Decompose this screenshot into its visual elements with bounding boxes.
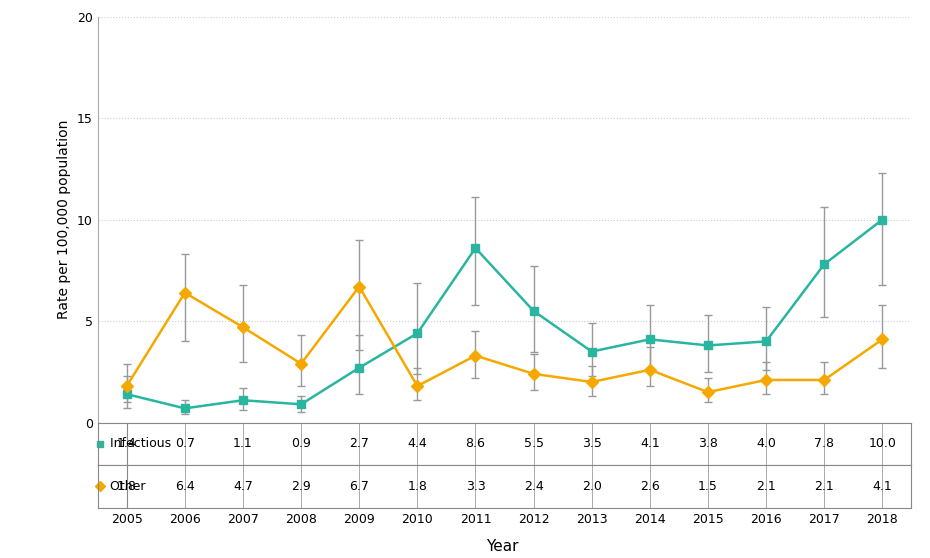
Text: 4.7: 4.7 [233, 480, 253, 493]
Text: 1.5: 1.5 [698, 480, 718, 493]
Text: 3.5: 3.5 [582, 437, 602, 450]
Text: Infectious: Infectious [101, 437, 171, 450]
Text: 2.1: 2.1 [815, 480, 834, 493]
Text: 3.8: 3.8 [698, 437, 718, 450]
Text: 1.8: 1.8 [117, 480, 137, 493]
Text: Other: Other [101, 480, 145, 493]
Text: 1.8: 1.8 [407, 480, 427, 493]
Text: 6.7: 6.7 [350, 480, 369, 493]
Text: 0.9: 0.9 [291, 437, 311, 450]
Text: Year: Year [486, 540, 518, 554]
Text: 2.4: 2.4 [524, 480, 543, 493]
Text: 2.7: 2.7 [350, 437, 369, 450]
Text: 5.5: 5.5 [524, 437, 544, 450]
Text: 2.1: 2.1 [756, 480, 776, 493]
Text: 4.1: 4.1 [872, 480, 892, 493]
Text: 2.0: 2.0 [582, 480, 602, 493]
Text: 1.4: 1.4 [117, 437, 137, 450]
Text: 4.4: 4.4 [407, 437, 427, 450]
Text: 8.6: 8.6 [466, 437, 485, 450]
Text: 7.8: 7.8 [814, 437, 834, 450]
Y-axis label: Rate per 100,000 population: Rate per 100,000 population [58, 120, 72, 319]
Text: 10.0: 10.0 [869, 437, 897, 450]
Text: 3.3: 3.3 [466, 480, 485, 493]
Text: 0.7: 0.7 [175, 437, 195, 450]
Text: 6.4: 6.4 [175, 480, 194, 493]
Text: 2.6: 2.6 [640, 480, 659, 493]
Text: 4.1: 4.1 [640, 437, 659, 450]
Text: 4.0: 4.0 [756, 437, 776, 450]
Text: 2.9: 2.9 [291, 480, 311, 493]
Text: 1.1: 1.1 [233, 437, 253, 450]
